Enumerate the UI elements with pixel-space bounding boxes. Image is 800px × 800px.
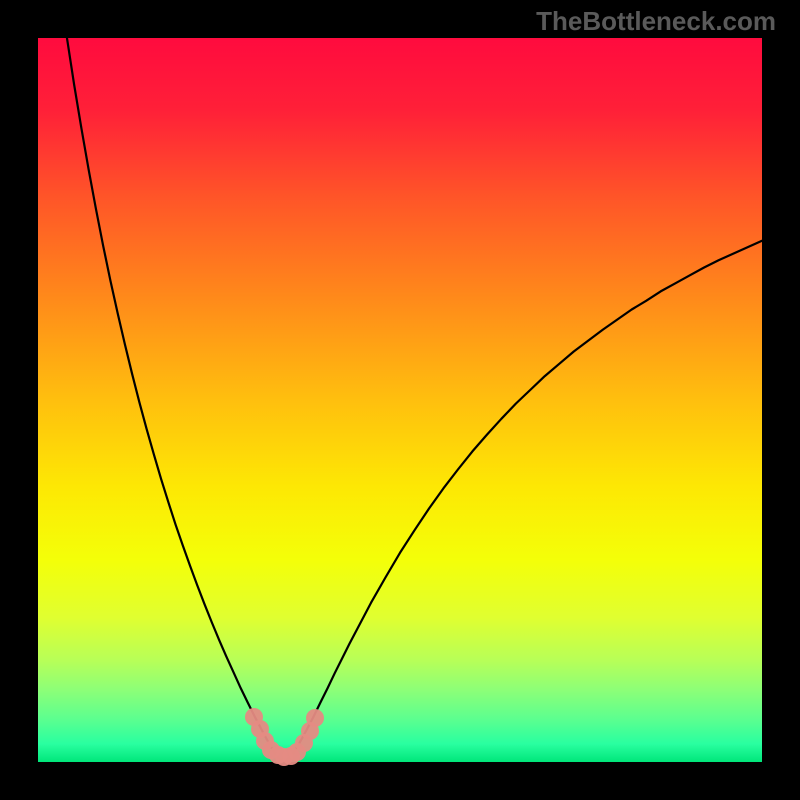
chart-svg bbox=[38, 38, 762, 762]
watermark-text: TheBottleneck.com bbox=[536, 6, 776, 37]
plot-area bbox=[38, 38, 762, 762]
bottleneck-curve bbox=[67, 38, 762, 761]
scatter-point bbox=[306, 709, 324, 727]
